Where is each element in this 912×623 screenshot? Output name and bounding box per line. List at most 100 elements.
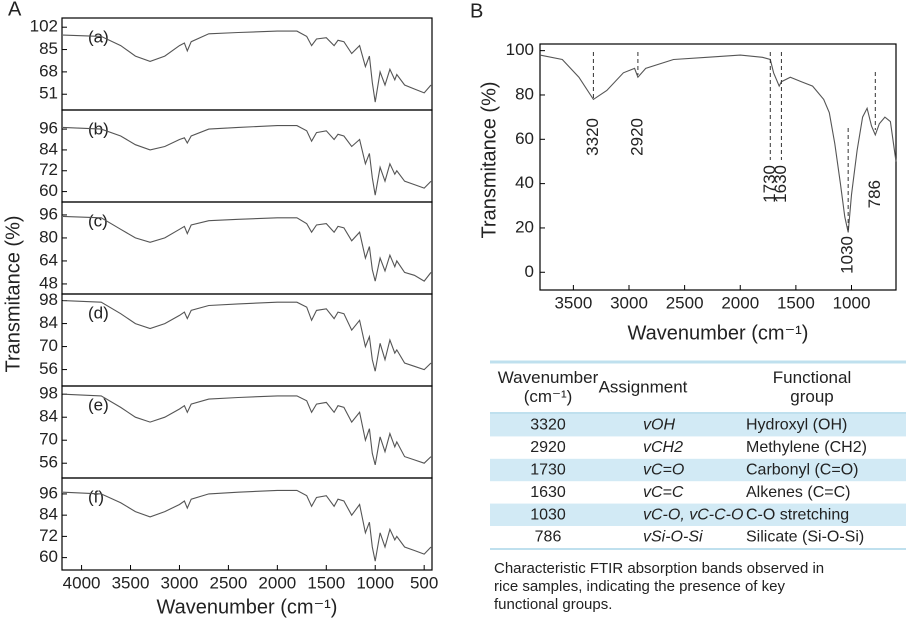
caption: rice samples, indicating the presence of… [494, 578, 785, 595]
subplot-label: (e) [88, 395, 109, 414]
table-cell: C-O stretching [746, 506, 849, 523]
table-cell: Hydroxyl (OH) [746, 417, 847, 434]
x-axis-label: Wavenumber (cm⁻¹) [157, 596, 338, 618]
table-row-band [490, 414, 906, 437]
spectrum-line [62, 393, 432, 466]
table-cell: Silicate (Si-O-Si) [746, 529, 864, 546]
x-tick-label: 2500 [209, 573, 247, 592]
y-axis-label: Transmitance (%) [478, 81, 500, 238]
x-tick-label: 3000 [161, 573, 199, 592]
table-cell: 786 [535, 529, 562, 546]
panel-label: B [470, 0, 483, 22]
y-axis-label: Transmitance (%) [2, 215, 24, 372]
caption: functional groups. [494, 596, 612, 613]
plot-frame [539, 43, 897, 291]
x-tick-label: 1500 [307, 573, 345, 592]
table-header: (cm⁻¹) [524, 387, 573, 406]
y-tick-label: 68 [39, 61, 58, 80]
y-tick-label: 56 [39, 359, 58, 378]
x-tick-label: 3000 [610, 293, 648, 312]
table-cell: Carbonyl (C=O) [746, 462, 858, 479]
table-cell: vCH2 [643, 439, 683, 456]
table-cell: 1630 [530, 484, 566, 501]
x-tick-label: 2500 [666, 293, 704, 312]
x-tick-label: 1000 [833, 293, 871, 312]
spectrum-line [62, 489, 432, 562]
y-tick-label: 80 [515, 84, 534, 103]
table-row-band [490, 503, 906, 526]
subplot-label: (d) [88, 303, 109, 322]
y-tick-label: 40 [515, 173, 534, 192]
x-tick-label: 2000 [258, 573, 296, 592]
x-axis-label: Wavenumber (cm⁻¹) [628, 322, 809, 344]
table-cell: 3320 [530, 417, 566, 434]
plot-frame [61, 201, 433, 295]
y-tick-label: 70 [39, 336, 58, 355]
table-cell: vC-O, vC-C-O [643, 506, 743, 523]
y-tick-label: 84 [39, 505, 58, 524]
table-row-band [490, 458, 906, 482]
y-tick-label: 20 [515, 217, 534, 236]
peak-label: 786 [865, 180, 884, 208]
y-tick-label: 60 [515, 129, 534, 148]
y-tick-label: 56 [39, 453, 58, 472]
peak-label: 3320 [583, 118, 602, 156]
table-header: Wavenumber [498, 368, 599, 387]
y-tick-label: 85 [39, 39, 58, 58]
y-tick-label: 80 [39, 227, 58, 246]
subplot-label: (f) [88, 487, 104, 506]
peak-label: 1730 [760, 165, 779, 203]
table-header: Assignment [599, 377, 688, 396]
y-tick-label: 72 [39, 526, 58, 545]
table-header: group [790, 387, 833, 406]
x-tick-label: 1000 [356, 573, 394, 592]
y-tick-label: 96 [39, 204, 58, 223]
y-tick-label: 60 [39, 547, 58, 566]
caption: Characteristic FTIR absorption bands obs… [494, 560, 824, 577]
spectrum-line [62, 215, 432, 282]
table-cell: 1030 [530, 506, 566, 523]
table-cell: 1730 [530, 462, 566, 479]
y-tick-label: 96 [39, 483, 58, 502]
y-tick-label: 0 [525, 262, 534, 281]
y-tick-label: 102 [30, 17, 58, 36]
y-tick-label: 98 [39, 290, 58, 309]
table-cell: 2920 [530, 439, 566, 456]
y-tick-label: 96 [39, 119, 58, 138]
y-tick-label: 98 [39, 384, 58, 403]
y-tick-label: 48 [39, 273, 58, 292]
plot-frame [61, 293, 433, 387]
x-tick-label: 2000 [721, 293, 759, 312]
x-tick-label: 4000 [63, 573, 101, 592]
spectrum-line [539, 54, 897, 233]
panel-label: A [8, 0, 22, 20]
table-cell: vOH [643, 417, 675, 434]
y-tick-label: 84 [39, 407, 58, 426]
spectrum-line [62, 30, 432, 103]
spectrum-line [62, 300, 432, 372]
plot-frame [61, 477, 433, 571]
subplot-label: (c) [88, 211, 108, 230]
x-tick-label: 3500 [112, 573, 150, 592]
spectrum-line [62, 125, 432, 196]
y-tick-label: 72 [39, 160, 58, 179]
subplot-label: (a) [88, 27, 109, 46]
y-tick-label: 60 [39, 181, 58, 200]
peak-label: 1630 [771, 165, 790, 203]
y-tick-label: 84 [39, 139, 58, 158]
plot-frame [61, 385, 433, 479]
x-tick-label: 3500 [554, 293, 592, 312]
peak-label: 2920 [627, 118, 646, 156]
y-tick-label: 70 [39, 430, 58, 449]
table-cell: Methylene (CH2) [746, 439, 867, 456]
x-tick-label: 500 [410, 573, 438, 592]
table-cell: vC=O [643, 462, 684, 479]
x-tick-label: 1500 [777, 293, 815, 312]
y-tick-label: 51 [39, 84, 58, 103]
peak-label: 1030 [838, 236, 857, 274]
table-cell: vSi-O-Si [643, 529, 703, 546]
table-header: Functional [773, 368, 851, 387]
table-cell: vC=C [643, 484, 684, 501]
y-tick-label: 64 [39, 250, 58, 269]
